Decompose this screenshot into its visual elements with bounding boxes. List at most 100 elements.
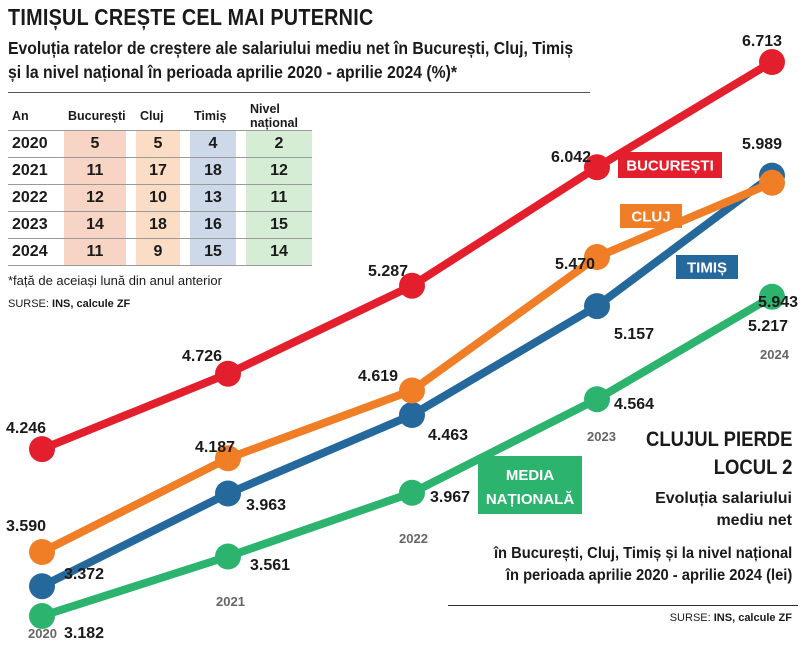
- table-cell-year: 2020: [8, 130, 64, 157]
- table-gap: [180, 130, 190, 157]
- table-cell-value: 17: [136, 157, 180, 184]
- data-label-nat: 4.564: [614, 396, 654, 413]
- table-cell-value: 14: [246, 238, 312, 266]
- series-tag-label-nat: MEDIA: [506, 467, 555, 484]
- data-point-tim: [399, 402, 425, 428]
- series-tag-tim: [676, 255, 738, 279]
- right-desc-3: în București, Cluj, Timiș și la nivel na…: [493, 545, 792, 562]
- right-headline-2: LOCUL 2: [713, 456, 792, 479]
- series-tag-cluj: [620, 204, 682, 228]
- data-label-cluj: 5.470: [555, 256, 595, 273]
- series-tag-label-buc: BUCUREȘTI: [626, 158, 714, 175]
- table-cell-value: 11: [246, 184, 312, 211]
- table-gap: [126, 211, 136, 238]
- title-rule: [8, 92, 590, 93]
- right-desc-2: mediu net: [716, 512, 792, 529]
- col-header-timis: Timiș: [194, 109, 227, 123]
- x-tick-label: 2023: [587, 429, 616, 444]
- right-panel-rule: [448, 605, 798, 606]
- right-desc-1: Evoluția salariului: [655, 490, 792, 507]
- data-label-tim: 5.989: [742, 136, 782, 153]
- data-label-nat: 3.561: [250, 557, 290, 574]
- table-cell-value: 18: [190, 157, 236, 184]
- series-tag-label-cluj: CLUJ: [631, 209, 670, 226]
- main-title: TIMIȘUL CREȘTE CEL MAI PUTERNIC: [8, 4, 374, 30]
- data-label-tim: 3.963: [246, 497, 286, 514]
- table-cell-value: 11: [64, 238, 126, 266]
- table-cell-value: 18: [136, 211, 180, 238]
- data-label-cluj: 5.943: [758, 294, 798, 311]
- data-label-buc: 5.287: [368, 263, 408, 280]
- chart-source-value: INS, calcule ZF: [713, 612, 792, 624]
- right-headline-1: CLUJUL PIERDE: [645, 428, 792, 451]
- data-label-cluj: 3.590: [6, 518, 46, 535]
- x-tick-label: 2020: [28, 626, 57, 641]
- table-gap: [236, 184, 246, 211]
- data-point-nat: [759, 283, 785, 310]
- table-cell-year: 2023: [8, 211, 64, 238]
- data-label-tim: 3.372: [64, 566, 104, 583]
- data-point-nat: [29, 603, 55, 629]
- table-cell-value: 16: [190, 211, 236, 238]
- table-row: 2020 5 5 4 2: [8, 130, 312, 157]
- data-label-cluj: 4.619: [358, 368, 398, 385]
- table-row: 2023 14 18 16 15: [8, 211, 312, 238]
- col-header-year: An: [12, 109, 29, 123]
- table-cell-year: 2022: [8, 184, 64, 211]
- table-cell-value: 5: [64, 130, 126, 157]
- table-cell-year: 2024: [8, 238, 64, 266]
- data-label-nat: 3.182: [64, 625, 104, 642]
- table-cell-value: 12: [246, 157, 312, 184]
- table-cell-value: 13: [190, 184, 236, 211]
- table-row: 2022 12 10 13 11: [8, 184, 312, 211]
- data-label-buc: 4.726: [182, 348, 222, 365]
- data-point-tim: [215, 480, 241, 507]
- data-point-buc: [399, 272, 425, 299]
- table-gap: [180, 238, 190, 266]
- table-cell-value: 10: [136, 184, 180, 211]
- data-point-tim: [29, 573, 55, 600]
- table-cell-value: 14: [64, 211, 126, 238]
- table-gap: [126, 238, 136, 266]
- col-header-national: Nivel național: [250, 102, 298, 130]
- data-point-cluj: [215, 445, 241, 472]
- data-point-cluj: [584, 244, 610, 270]
- data-label-nat: 3.967: [430, 489, 470, 506]
- source-value: INS, calcule ZF: [52, 298, 131, 310]
- data-label-tim: 5.157: [614, 326, 654, 343]
- table-gap: [180, 184, 190, 211]
- x-tick-label: 2024: [760, 347, 790, 362]
- table-row: 2021 11 17 18 12: [8, 157, 312, 184]
- table-gap: [126, 184, 136, 211]
- col-header-bucuresti: București: [68, 109, 126, 123]
- table-header-row: An București Cluj Timiș Nivel național: [8, 102, 312, 130]
- data-point-buc: [584, 154, 610, 181]
- table-cell-value: 4: [190, 130, 236, 157]
- table-gap: [236, 130, 246, 157]
- growth-rate-table: An București Cluj Timiș Nivel național 2…: [8, 102, 312, 266]
- chart-source-label: SURSE:: [669, 612, 711, 624]
- right-desc-4: în perioada aprilie 2020 - aprilie 2024 …: [505, 567, 792, 584]
- table-cell-value: 5: [136, 130, 180, 157]
- table-cell-value: 11: [64, 157, 126, 184]
- table-gap: [236, 211, 246, 238]
- x-tick-label: 2022: [399, 531, 428, 546]
- data-point-nat: [215, 543, 241, 570]
- table-gap: [126, 130, 136, 157]
- data-point-nat: [399, 479, 425, 506]
- table-gap: [236, 157, 246, 184]
- table-cell-value: 15: [246, 211, 312, 238]
- data-label-buc: 6.042: [551, 149, 591, 166]
- table-gap: [236, 238, 246, 266]
- chart-source: SURSE: INS, calcule ZF: [670, 612, 792, 624]
- table-cell-value: 15: [190, 238, 236, 266]
- series-tag-label-tim: TIMIȘ: [687, 260, 727, 277]
- table-row: 2024 11 9 15 14: [8, 238, 312, 266]
- table-footnote: *față de aceiași lună din anul anterior: [8, 273, 222, 288]
- series-tag-nat: [478, 456, 582, 514]
- data-point-cluj: [29, 539, 55, 565]
- table-gap: [180, 157, 190, 184]
- series-tag-label-nat: NAȚIONALĂ: [486, 491, 574, 508]
- series-tag-buc: [618, 152, 722, 178]
- data-point-cluj: [759, 169, 785, 196]
